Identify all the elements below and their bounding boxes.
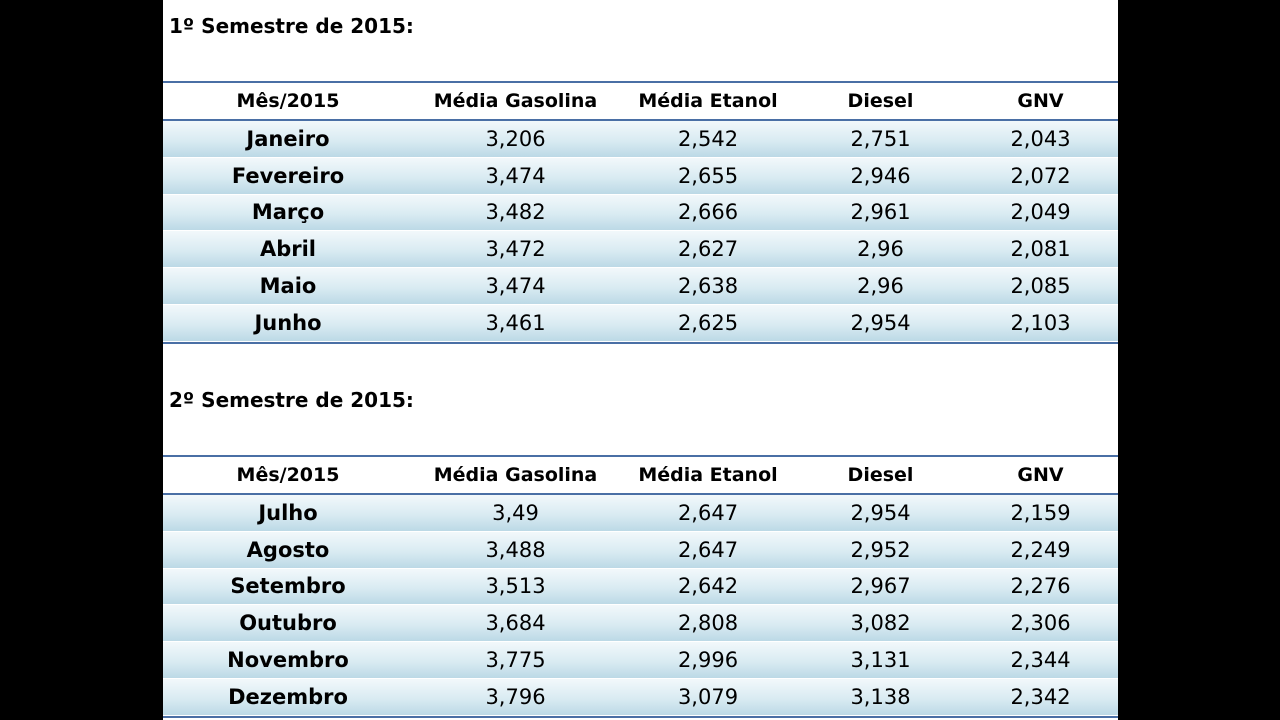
month-cell: Abril [259,237,317,262]
fuel-price-sheet: 1º Semestre de 2015: Mês/2015 Média Gaso… [163,0,1118,720]
diesel-cell: 2,954 [850,500,911,525]
gasolina-cell: 3,472 [485,237,546,262]
gnv-cell: 2,276 [1010,574,1071,599]
etanol-cell: 2,647 [677,500,739,525]
diesel-cell: 2,954 [850,310,911,335]
etanol-cell: 2,642 [677,574,739,599]
gasolina-cell: 3,513 [485,574,546,599]
etanol-cell: 2,627 [677,237,739,262]
header-gasolina: Média Gasolina [433,90,598,112]
month-cell: Março [251,200,325,225]
header-diesel: Diesel [847,464,914,486]
table-header-row: Mês/2015 Média Gasolina Média Etanol Die… [163,457,1118,495]
gnv-cell: 2,306 [1010,611,1071,636]
header-etanol: Média Etanol [638,90,778,112]
header-month: Mês/2015 [236,90,340,112]
etanol-cell: 2,808 [677,611,739,636]
table-row: Junho 3,461 2,625 2,954 2,103 [163,304,1118,342]
diesel-cell: 3,082 [850,611,911,636]
table-row: Agosto 3,488 2,647 2,952 2,249 [163,531,1118,569]
gnv-cell: 2,085 [1010,274,1071,299]
table-row: Outubro 3,684 2,808 3,082 2,306 [163,605,1118,643]
gasolina-cell: 3,206 [485,126,546,151]
header-gnv: GNV [1017,90,1064,112]
table-row: Setembro 3,513 2,642 2,967 2,276 [163,568,1118,606]
semester1-table: Mês/2015 Média Gasolina Média Etanol Die… [163,81,1118,344]
month-cell: Fevereiro [231,163,345,188]
etanol-cell: 3,079 [677,684,739,709]
etanol-cell: 2,647 [677,537,739,562]
gasolina-cell: 3,461 [485,310,546,335]
table-row: Janeiro 3,206 2,542 2,751 2,043 [163,121,1118,158]
table-header-row: Mês/2015 Média Gasolina Média Etanol Die… [163,83,1118,121]
etanol-cell: 2,638 [677,274,739,299]
header-month: Mês/2015 [236,464,340,486]
gnv-cell: 2,159 [1010,500,1071,525]
header-gasolina: Média Gasolina [433,464,598,486]
gnv-cell: 2,072 [1010,163,1071,188]
diesel-cell: 2,961 [850,200,911,225]
header-etanol: Média Etanol [638,464,778,486]
diesel-cell: 2,946 [850,163,911,188]
diesel-cell: 2,96 [857,237,904,262]
month-cell: Junho [254,310,322,335]
diesel-cell: 2,96 [857,274,904,299]
gnv-cell: 2,081 [1010,237,1071,262]
gasolina-cell: 3,49 [492,500,539,525]
month-cell: Maio [259,274,317,299]
gasolina-cell: 3,474 [485,163,546,188]
month-cell: Setembro [230,574,346,599]
table-row: Fevereiro 3,474 2,655 2,946 2,072 [163,157,1118,195]
gnv-cell: 2,344 [1010,648,1071,673]
semester2-table: Mês/2015 Média Gasolina Média Etanol Die… [163,455,1118,718]
table-row: Julho 3,49 2,647 2,954 2,159 [163,495,1118,532]
gnv-cell: 2,342 [1010,684,1071,709]
month-cell: Agosto [246,537,330,562]
table-row: Abril 3,472 2,627 2,96 2,081 [163,231,1118,269]
table-row: Novembro 3,775 2,996 3,131 2,344 [163,642,1118,679]
gasolina-cell: 3,796 [485,684,546,709]
diesel-cell: 2,967 [850,574,911,599]
month-cell: Janeiro [246,126,330,151]
diesel-cell: 3,138 [850,684,911,709]
gnv-cell: 2,049 [1010,200,1071,225]
header-diesel: Diesel [847,90,914,112]
diesel-cell: 2,751 [850,126,911,151]
gasolina-cell: 3,488 [485,537,546,562]
month-cell: Dezembro [228,684,348,709]
table-row: Março 3,482 2,666 2,961 2,049 [163,194,1118,232]
etanol-cell: 2,625 [677,310,739,335]
gnv-cell: 2,043 [1010,126,1071,151]
table-row: Dezembro 3,796 3,079 3,138 2,342 [163,678,1118,716]
gasolina-cell: 3,684 [485,611,546,636]
diesel-cell: 2,952 [850,537,911,562]
diesel-cell: 3,131 [850,648,911,673]
semester1-title: 1º Semestre de 2015: [169,14,414,38]
gnv-cell: 2,103 [1010,310,1071,335]
gasolina-cell: 3,474 [485,274,546,299]
header-gnv: GNV [1017,464,1064,486]
gnv-cell: 2,249 [1010,537,1071,562]
month-cell: Outubro [239,611,337,636]
month-cell: Novembro [227,648,349,673]
gasolina-cell: 3,482 [485,200,546,225]
etanol-cell: 2,666 [677,200,739,225]
semester2-title: 2º Semestre de 2015: [169,388,414,412]
month-cell: Julho [258,500,318,525]
gasolina-cell: 3,775 [485,648,546,673]
table-row: Maio 3,474 2,638 2,96 2,085 [163,268,1118,305]
etanol-cell: 2,542 [677,126,739,151]
etanol-cell: 2,655 [677,163,739,188]
etanol-cell: 2,996 [677,648,739,673]
